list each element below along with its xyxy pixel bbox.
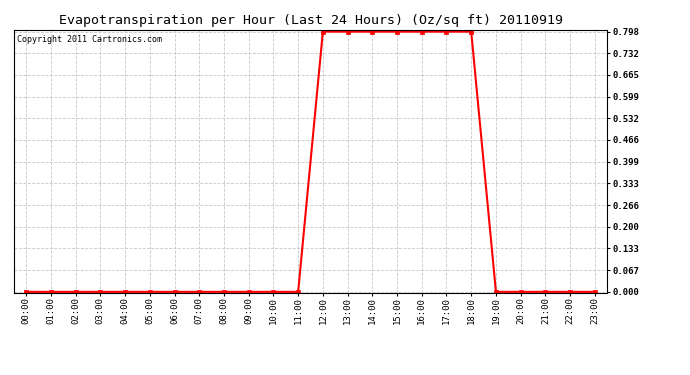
Title: Evapotranspiration per Hour (Last 24 Hours) (Oz/sq ft) 20110919: Evapotranspiration per Hour (Last 24 Hou… [59, 15, 562, 27]
Text: Copyright 2011 Cartronics.com: Copyright 2011 Cartronics.com [17, 35, 161, 44]
